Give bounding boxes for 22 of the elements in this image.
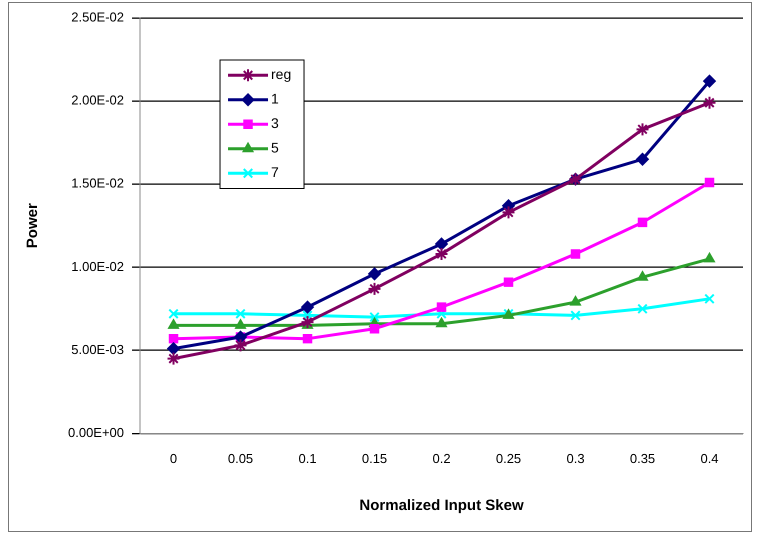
y-tick-label: 2.00E-02 bbox=[71, 92, 124, 108]
x-axis-title: Normalized Input Skew bbox=[359, 497, 524, 514]
legend-label: 5 bbox=[271, 140, 280, 156]
legend-label: 3 bbox=[271, 115, 280, 132]
y-axis-title: Power bbox=[24, 203, 42, 248]
y-tick-label: 2.50E-02 bbox=[71, 10, 124, 25]
x-tick-label: 0 bbox=[170, 450, 178, 466]
x-tick-label: 0.3 bbox=[566, 450, 585, 466]
y-tick-label: 1.00E-02 bbox=[71, 258, 124, 274]
legend-label: reg bbox=[271, 66, 292, 82]
y-tick-label: 0.00E+00 bbox=[68, 424, 124, 440]
x-tick-label: 0.25 bbox=[496, 450, 522, 466]
x-tick-label: 0.4 bbox=[700, 450, 719, 466]
x-tick-label: 0.15 bbox=[362, 450, 388, 466]
legend-label: 7 bbox=[271, 164, 280, 180]
x-tick-label: 0.1 bbox=[298, 450, 317, 466]
y-tick-label: 5.00E-03 bbox=[71, 342, 124, 357]
x-tick-label: 0.2 bbox=[432, 450, 451, 466]
x-tick-label: 0.05 bbox=[228, 450, 254, 466]
y-tick-label: 1.50E-02 bbox=[71, 176, 124, 191]
legend-label: 1 bbox=[271, 90, 280, 107]
x-tick-label: 0.35 bbox=[630, 450, 656, 466]
